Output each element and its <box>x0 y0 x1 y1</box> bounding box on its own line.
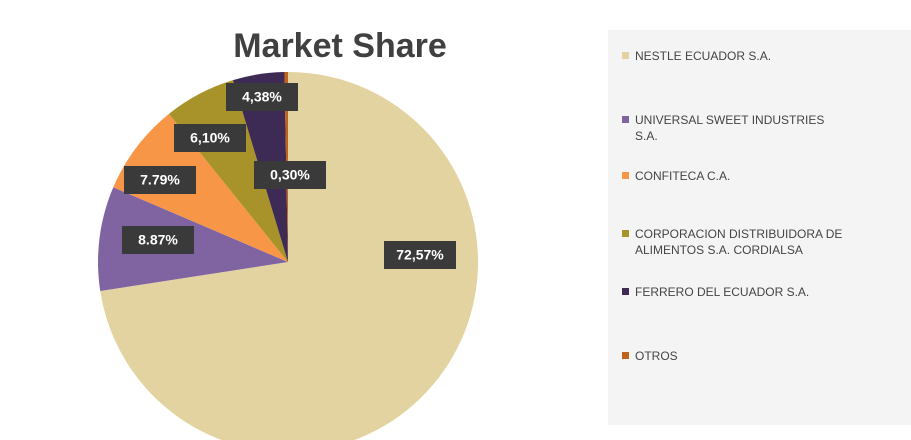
value-label-bg <box>124 166 196 194</box>
legend-swatch <box>622 172 629 179</box>
pie-slice <box>100 72 478 440</box>
legend-item: OTROS <box>622 348 850 364</box>
value-label-bg <box>122 226 194 254</box>
pie-slice <box>113 113 288 262</box>
legend: NESTLE ECUADOR S.A. UNIVERSAL SWEET INDUS… <box>608 30 911 425</box>
legend-item: NESTLE ECUADOR S.A. <box>622 48 850 64</box>
value-label: 72,57% <box>396 247 444 263</box>
value-label-bg <box>384 241 456 269</box>
legend-swatch <box>622 288 629 295</box>
legend-item: CONFITECA C.A. <box>622 168 850 184</box>
value-label: 4,38% <box>242 89 282 105</box>
value-label: 6,10% <box>190 130 230 146</box>
legend-label: UNIVERSAL SWEET INDUSTRIES S.A. <box>635 113 825 143</box>
legend-swatch <box>622 230 629 237</box>
chart-title: Market Share <box>233 27 447 65</box>
legend-item: UNIVERSAL SWEET INDUSTRIES S.A. <box>622 112 850 144</box>
legend-label: CONFITECA C.A. <box>635 169 731 183</box>
legend-item: FERRERO DEL ECUADOR S.A. <box>622 284 850 300</box>
value-label: 8.87% <box>138 232 178 248</box>
legend-label: CORPORACION DISTRIBUIDORA DE ALIMENTOS S… <box>635 227 843 257</box>
legend-item: CORPORACION DISTRIBUIDORA DE ALIMENTOS S… <box>622 226 850 258</box>
value-label: 0,30% <box>270 167 310 183</box>
value-label-bg <box>226 83 298 111</box>
legend-label: NESTLE ECUADOR S.A. <box>635 49 772 63</box>
value-label-bg <box>254 161 326 189</box>
legend-swatch <box>622 352 629 359</box>
value-label: 7.79% <box>140 172 180 188</box>
legend-label: OTROS <box>635 349 678 363</box>
legend-label: FERRERO DEL ECUADOR S.A. <box>635 285 810 299</box>
value-label-bg <box>174 124 246 152</box>
legend-swatch <box>622 52 629 59</box>
legend-swatch <box>622 116 629 123</box>
chart: Market Share 72,57% 8.87% 7.79% 6,10% 4,38% 0… <box>98 27 478 440</box>
